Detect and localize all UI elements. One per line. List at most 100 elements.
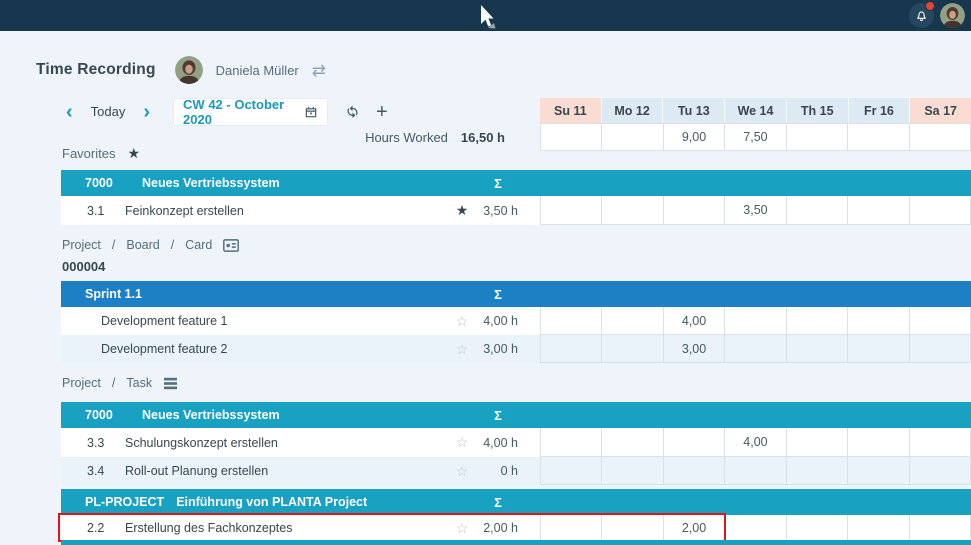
day-cell[interactable] [908,515,971,541]
day-cell[interactable] [540,196,602,225]
breadcrumb-card: Card [185,238,213,252]
day-cell[interactable]: 3,00 [662,335,725,363]
sum-column-header: Σ [494,175,502,191]
calendar-icon [305,106,317,117]
group-header[interactable]: 7000 Neues Vertriebssystem Σ [61,402,971,428]
day-cell[interactable] [540,335,602,363]
period-label: CW 42 - October 2020 [183,96,285,127]
day-header: Mo 12 [600,98,663,123]
row-hours-total: 4,00 h [483,435,518,450]
day-header: Fr 16 [847,98,910,123]
table-row[interactable]: Development feature 1 ☆ 4,00 h 4,00 [61,307,971,335]
favorite-star-icon[interactable]: ☆ [455,434,469,450]
row-hours-total: 3,50 h [483,203,518,218]
table-row-highlighted[interactable]: 2.2 Erstellung des Fachkonzeptes ☆ 2,00 … [61,515,971,541]
group-header[interactable]: PL-PROJECT Einführung von PLANTA Project… [61,489,971,515]
favorite-star-icon[interactable]: ★ [455,202,469,218]
table-row[interactable]: 3.1 Feinkonzept erstellen ★ 3,50 h 3,50 [61,196,971,225]
day-cell[interactable] [847,196,909,225]
favorite-star-icon[interactable]: ☆ [455,312,469,329]
day-cell[interactable] [601,307,663,335]
day-cell[interactable] [785,515,848,541]
day-cell[interactable]: 2,00 [662,515,725,541]
breadcrumb-separator: / [111,238,116,252]
previous-week-button[interactable]: ‹ [66,100,73,123]
day-cell[interactable] [847,307,909,335]
switch-user-icon[interactable]: ⇄ [311,60,326,80]
day-cell[interactable] [785,196,848,225]
next-week-button[interactable]: › [143,100,151,123]
day-cell[interactable]: 3,50 [724,196,786,225]
day-cell[interactable] [601,428,663,457]
row-hours-total: 4,00 h [483,314,518,328]
mouse-cursor-icon [481,5,496,29]
task-name: Roll-out Planung erstellen [125,464,269,478]
day-cell [601,123,663,151]
day-cell[interactable] [601,196,663,225]
notifications-button[interactable] [909,1,935,28]
day-cell[interactable] [540,457,602,485]
today-button[interactable]: Today [90,104,126,119]
table-row[interactable]: Development feature 2 ☆ 3,00 h 3,00 [61,335,971,363]
group-header[interactable]: Sprint 1.1 Σ [61,281,971,307]
day-cell[interactable] [601,335,663,363]
sum-column-header: Σ [494,286,502,302]
day-cell[interactable] [662,428,725,457]
hours-worked-label: Hours Worked [365,129,448,145]
day-cell[interactable] [785,307,848,335]
favorite-star-icon[interactable]: ☆ [455,340,469,357]
day-cell[interactable] [785,428,848,457]
day-cell[interactable]: 4,00 [662,307,725,335]
day-cell[interactable] [540,307,602,335]
day-cell[interactable] [847,335,909,363]
group-header[interactable]: 7000 Neues Vertriebssystem Σ [61,170,971,196]
day-cell[interactable] [601,457,663,485]
day-cell[interactable] [908,335,971,363]
task-code: 2.2 [87,521,105,535]
day-cell[interactable] [724,307,786,335]
day-cell[interactable] [847,428,909,457]
day-cell[interactable] [724,335,786,363]
topbar-avatar[interactable] [940,3,965,28]
day-totals: 9,00 7,50 [540,123,971,151]
day-cell[interactable] [662,196,725,225]
day-cell[interactable] [785,335,848,363]
week-header: Su 11 Mo 12 Tu 13 We 14 Th 15 Fr 16 Sa 1… [540,98,971,123]
day-cell[interactable] [847,515,909,541]
day-cell[interactable] [847,457,909,485]
day-cell[interactable]: 4,00 [724,428,786,457]
table-row[interactable]: 3.3 Schulungskonzept erstellen ☆ 4,00 h … [61,428,971,457]
favorite-star-icon[interactable]: ☆ [455,519,469,536]
period-picker[interactable]: CW 42 - October 2020 [174,96,328,127]
day-cell: 7,50 [724,123,786,151]
day-cell[interactable] [540,515,602,541]
day-cell[interactable] [785,457,848,485]
day-cell[interactable] [601,515,663,541]
task-code: 3.4 [87,464,105,478]
day-cell[interactable] [908,307,971,335]
day-cell[interactable] [908,457,971,485]
group-name: Neues Vertriebssystem [142,176,280,190]
group-code: PL-PROJECT [85,495,165,509]
day-cells: 4,00 [540,307,971,335]
day-cell[interactable] [724,515,786,541]
table-row[interactable]: 3.4 Roll-out Planung erstellen ☆ 0 h [61,457,971,485]
favorite-star-icon[interactable]: ☆ [455,462,469,479]
title-row: Time Recording Daniela Müller ⇄ [36,56,326,84]
day-cell[interactable] [724,457,786,485]
day-header: Sa 17 [909,98,971,123]
day-cell[interactable] [908,428,971,457]
day-cell[interactable] [908,196,971,225]
user-name: Daniela Müller [215,62,299,78]
day-cell[interactable] [540,428,602,457]
refresh-button[interactable] [345,104,360,119]
task-name: Schulungskonzept erstellen [125,435,278,450]
add-entry-button[interactable]: + [376,100,388,123]
day-cell [908,123,971,151]
day-cell[interactable] [662,457,725,485]
breadcrumb-board: Board [126,238,160,252]
next-group-header-partial [61,540,971,545]
group-name: Einführung von PLANTA Project [176,495,368,509]
breadcrumb-separator: / [111,376,116,390]
